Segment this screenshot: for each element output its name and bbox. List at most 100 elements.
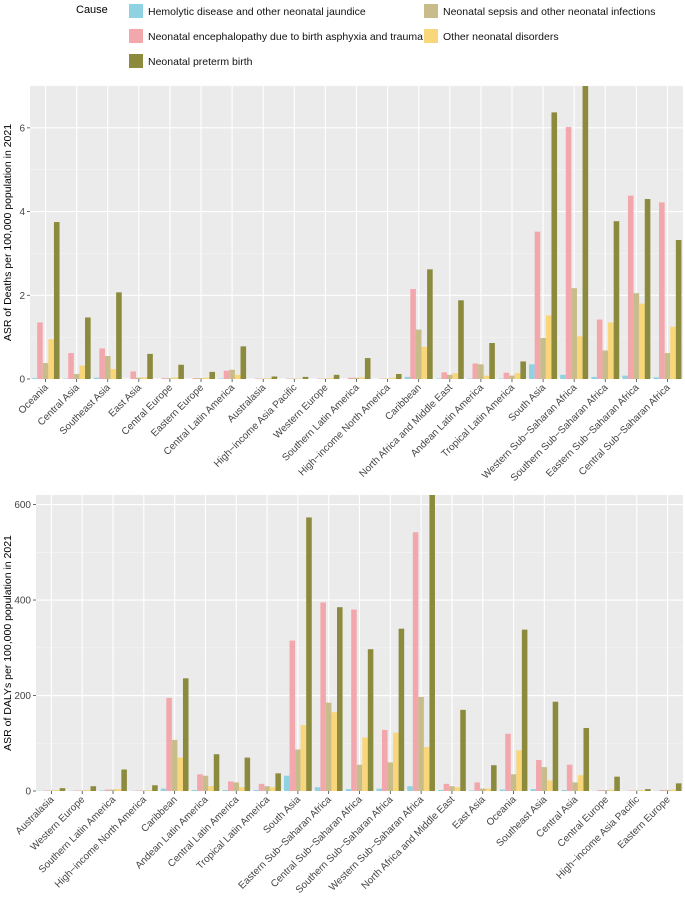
bar-pre (337, 607, 343, 791)
bar-pre (491, 765, 497, 791)
legend-title: Cause (76, 4, 108, 16)
bar-hem (405, 377, 411, 379)
bar-sep (665, 790, 671, 791)
y-tick-label: 0 (25, 787, 31, 798)
bar-oth (362, 738, 368, 791)
bar-sep (418, 697, 424, 791)
legend-label-pre: Neonatal preterm birth (148, 56, 253, 68)
bar-hem (653, 377, 659, 379)
bar-sep (74, 374, 80, 379)
bar-sep (571, 288, 577, 379)
legend-label-hem: Hemolytic disease and other neonatal jau… (148, 6, 366, 18)
legend-swatch-pre (129, 54, 143, 68)
bar-oth (328, 378, 334, 379)
bar-pre (522, 630, 528, 791)
bar-sep (172, 740, 178, 791)
bar-oth (208, 786, 214, 791)
bar-pre (489, 343, 495, 379)
bar-hem (94, 378, 100, 379)
bar-pre (178, 365, 184, 379)
bar-pre (183, 678, 189, 791)
bar-enc (228, 781, 234, 791)
bar-oth (547, 780, 553, 791)
bar-enc (597, 320, 603, 379)
bar-oth (516, 750, 522, 791)
bar-pre (365, 358, 371, 379)
bar-enc (382, 730, 388, 791)
bar-oth (393, 733, 399, 791)
bar-hem (346, 789, 352, 791)
bar-sep (229, 370, 235, 379)
bar-pre (583, 728, 589, 791)
bar-oth (455, 787, 461, 791)
bar-oth (640, 790, 646, 791)
bar-enc (444, 784, 450, 791)
bar-sep (354, 378, 360, 379)
bar-pre (91, 786, 97, 791)
bar-oth (546, 315, 552, 379)
bar-sep (110, 790, 116, 791)
bar-enc (567, 765, 573, 791)
bar-enc (504, 373, 510, 379)
bar-oth (142, 377, 148, 379)
y-tick-label: 4 (19, 207, 25, 218)
bar-oth (639, 304, 645, 379)
bar-enc (224, 371, 230, 379)
bar-pre (272, 376, 278, 379)
bar-oth (670, 790, 676, 791)
bar-oth (54, 790, 60, 791)
bar-hem (253, 790, 259, 791)
bar-sep (105, 356, 111, 379)
bar-pre (460, 710, 466, 791)
bar-enc (441, 372, 447, 379)
y-tick-label: 400 (14, 596, 31, 607)
bar-pre (553, 702, 559, 791)
bar-oth (670, 327, 676, 379)
bar-sep (572, 782, 578, 791)
bar-sep (602, 351, 608, 379)
y-tick-label: 0 (19, 375, 25, 386)
bar-oth (515, 373, 521, 379)
y-tick-label: 2 (19, 291, 25, 302)
bar-enc (68, 353, 74, 379)
bar-enc (659, 202, 665, 379)
bar-oth (578, 775, 584, 791)
bar-enc (472, 364, 478, 379)
legend-label-enc: Neonatal encephalopathy due to birth asp… (148, 31, 423, 43)
bar-hem (222, 790, 228, 791)
bar-oth (484, 376, 490, 379)
bar-pre (520, 361, 526, 379)
bar-enc (474, 782, 480, 791)
bar-enc (659, 790, 665, 791)
legend-label-oth: Other neonatal disorders (443, 31, 559, 43)
bar-hem (161, 789, 167, 791)
bar-sep (447, 375, 453, 379)
bar-pre (245, 758, 251, 791)
bar-hem (315, 787, 321, 791)
bar-pre (306, 517, 312, 791)
bar-enc (259, 784, 265, 791)
bar-sep (326, 703, 332, 791)
bar-sep (198, 378, 204, 379)
legend-swatch-hem (129, 4, 143, 18)
bar-oth (390, 378, 396, 379)
bar-sep (665, 353, 671, 379)
bar-pre (676, 783, 682, 791)
bar-hem (438, 790, 444, 791)
bar-pre (241, 346, 247, 379)
x-tick-label: East Asia (451, 794, 489, 832)
bar-oth (116, 789, 122, 791)
y-tick-label: 600 (14, 500, 31, 511)
bar-pre (116, 292, 122, 379)
bar-sep (295, 749, 301, 791)
bar-oth (609, 790, 615, 791)
bar-sep (480, 789, 486, 791)
bar-oth (204, 378, 210, 379)
bar-sep (357, 765, 363, 791)
bar-pre (214, 754, 220, 791)
bar-oth (486, 789, 492, 791)
bar-pre (368, 649, 374, 791)
bar-sep (416, 330, 422, 379)
bar-enc (99, 348, 105, 379)
